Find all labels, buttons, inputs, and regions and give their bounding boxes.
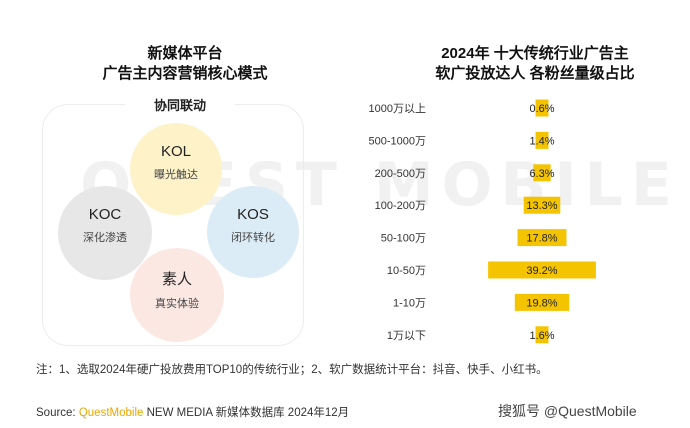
chart-title: 2024年 十大传统行业广告主 软广投放达人 各粉丝量级占比 (395, 44, 675, 84)
bar-2 (533, 164, 551, 182)
value-label-6: 19.8% (526, 297, 557, 309)
chart-title-line1: 2024年 十大传统行业广告主 (441, 45, 629, 62)
kos-circle: KOS 闭环转化 (207, 186, 299, 278)
bar-6 (514, 293, 570, 311)
source-prefix: Source: (36, 407, 76, 419)
kos-label: KOS (237, 206, 269, 223)
value-label-4: 17.8% (526, 233, 557, 245)
value-label-0: 0.6% (529, 103, 554, 115)
credit-text: 搜狐号 @QuestMobile (498, 403, 637, 419)
left-title-line1: 新媒体平台 (147, 45, 223, 62)
category-label-0: 1000万以上 (369, 102, 426, 115)
suren-circle: 素人 真实体验 (130, 248, 224, 342)
category-label-3: 100-200万 (375, 200, 426, 212)
bar-7 (535, 326, 549, 344)
source-line: Source: QuestMobile NEW MEDIA 新媒体数据库 202… (36, 404, 349, 420)
left-panel-title: 新媒体平台 广告主内容营销核心模式 (60, 44, 310, 84)
kol-sublabel: 曝光触达 (154, 169, 198, 181)
category-label-2: 200-500万 (375, 168, 426, 180)
suren-label: 素人 (161, 271, 192, 288)
bar-1 (535, 131, 549, 149)
value-label-5: 39.2% (526, 265, 557, 277)
value-label-7: 1.6% (529, 330, 554, 342)
kol-circle: KOL 曝光触达 (130, 123, 222, 215)
value-label-1: 1.4% (529, 135, 554, 147)
value-label-3: 13.3% (526, 200, 557, 212)
center-label: 协同联动 (125, 95, 235, 114)
source-brand: QuestMobile (78, 407, 144, 419)
bar-0 (535, 99, 549, 117)
left-title-line2: 广告主内容营销核心模式 (102, 65, 268, 82)
footnote: 注：1、选取2024年硬广投放费用TOP10的传统行业；2、软广数据统计平台：抖… (36, 364, 548, 376)
category-label-4: 50-100万 (381, 233, 426, 245)
kos-sublabel: 闭环转化 (231, 232, 275, 244)
koc-sublabel: 深化渗透 (83, 232, 127, 244)
koc-circle: KOC 深化渗透 (58, 186, 152, 280)
koc-label: KOC (88, 206, 122, 223)
bar-5 (488, 261, 596, 279)
suren-sublabel: 真实体验 (155, 298, 199, 310)
category-label-5: 10-50万 (387, 265, 426, 277)
bar-4 (517, 229, 567, 247)
chart-title-line2: 软广投放达人 各粉丝量级占比 (435, 65, 635, 82)
category-label-1: 500-1000万 (369, 135, 427, 147)
kol-label: KOL (160, 143, 191, 160)
category-label-7: 1万以下 (387, 330, 426, 342)
value-label-2: 6.3% (529, 168, 554, 180)
source-rest: NEW MEDIA 新媒体数据库 2024年12月 (146, 407, 350, 419)
bar-3 (523, 196, 561, 214)
category-label-6: 1-10万 (393, 297, 426, 309)
